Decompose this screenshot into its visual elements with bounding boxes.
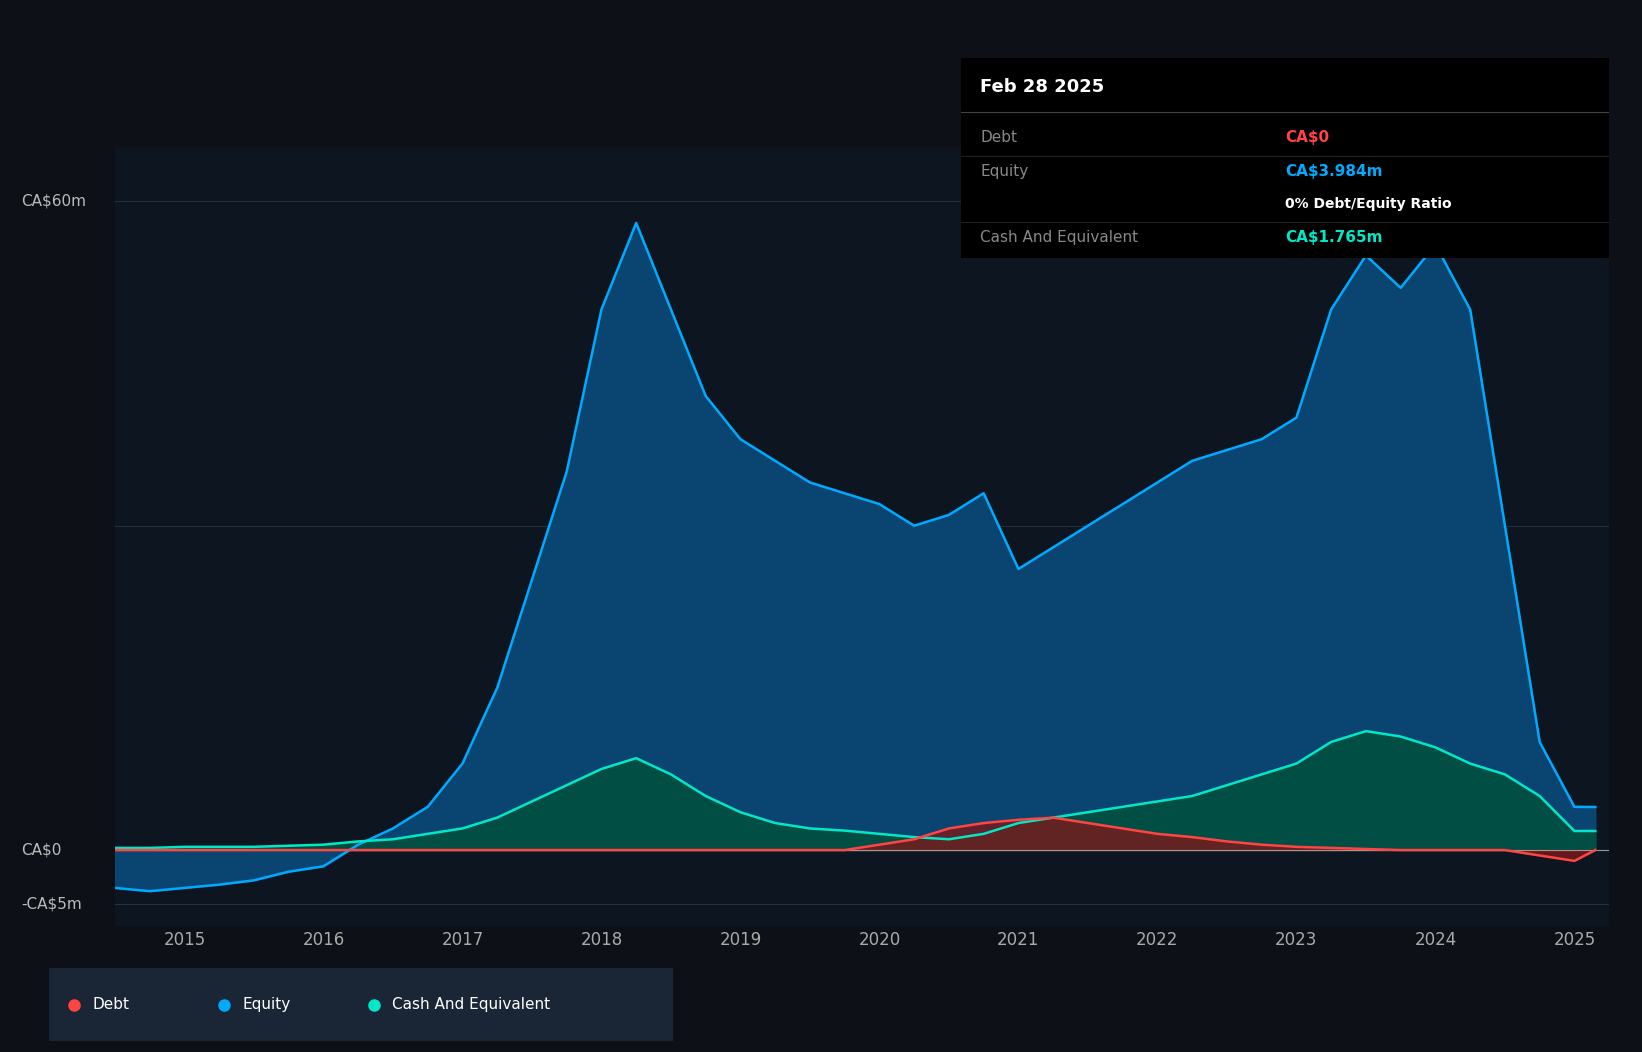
Text: Equity: Equity [243, 997, 291, 1012]
Text: CA$0: CA$0 [21, 843, 62, 857]
Text: CA$1.765m: CA$1.765m [1284, 230, 1383, 245]
Text: CA$0: CA$0 [1284, 130, 1328, 145]
Text: Cash And Equivalent: Cash And Equivalent [980, 230, 1138, 245]
Text: Debt: Debt [980, 130, 1016, 145]
Text: Equity: Equity [980, 164, 1028, 179]
Text: Cash And Equivalent: Cash And Equivalent [392, 997, 550, 1012]
Text: -CA$5m: -CA$5m [21, 896, 82, 912]
Text: Debt: Debt [94, 997, 130, 1012]
Text: Feb 28 2025: Feb 28 2025 [980, 78, 1105, 96]
Text: 0% Debt/Equity Ratio: 0% Debt/Equity Ratio [1284, 197, 1452, 210]
Text: CA$3.984m: CA$3.984m [1284, 164, 1383, 179]
Text: CA$60m: CA$60m [21, 194, 87, 209]
